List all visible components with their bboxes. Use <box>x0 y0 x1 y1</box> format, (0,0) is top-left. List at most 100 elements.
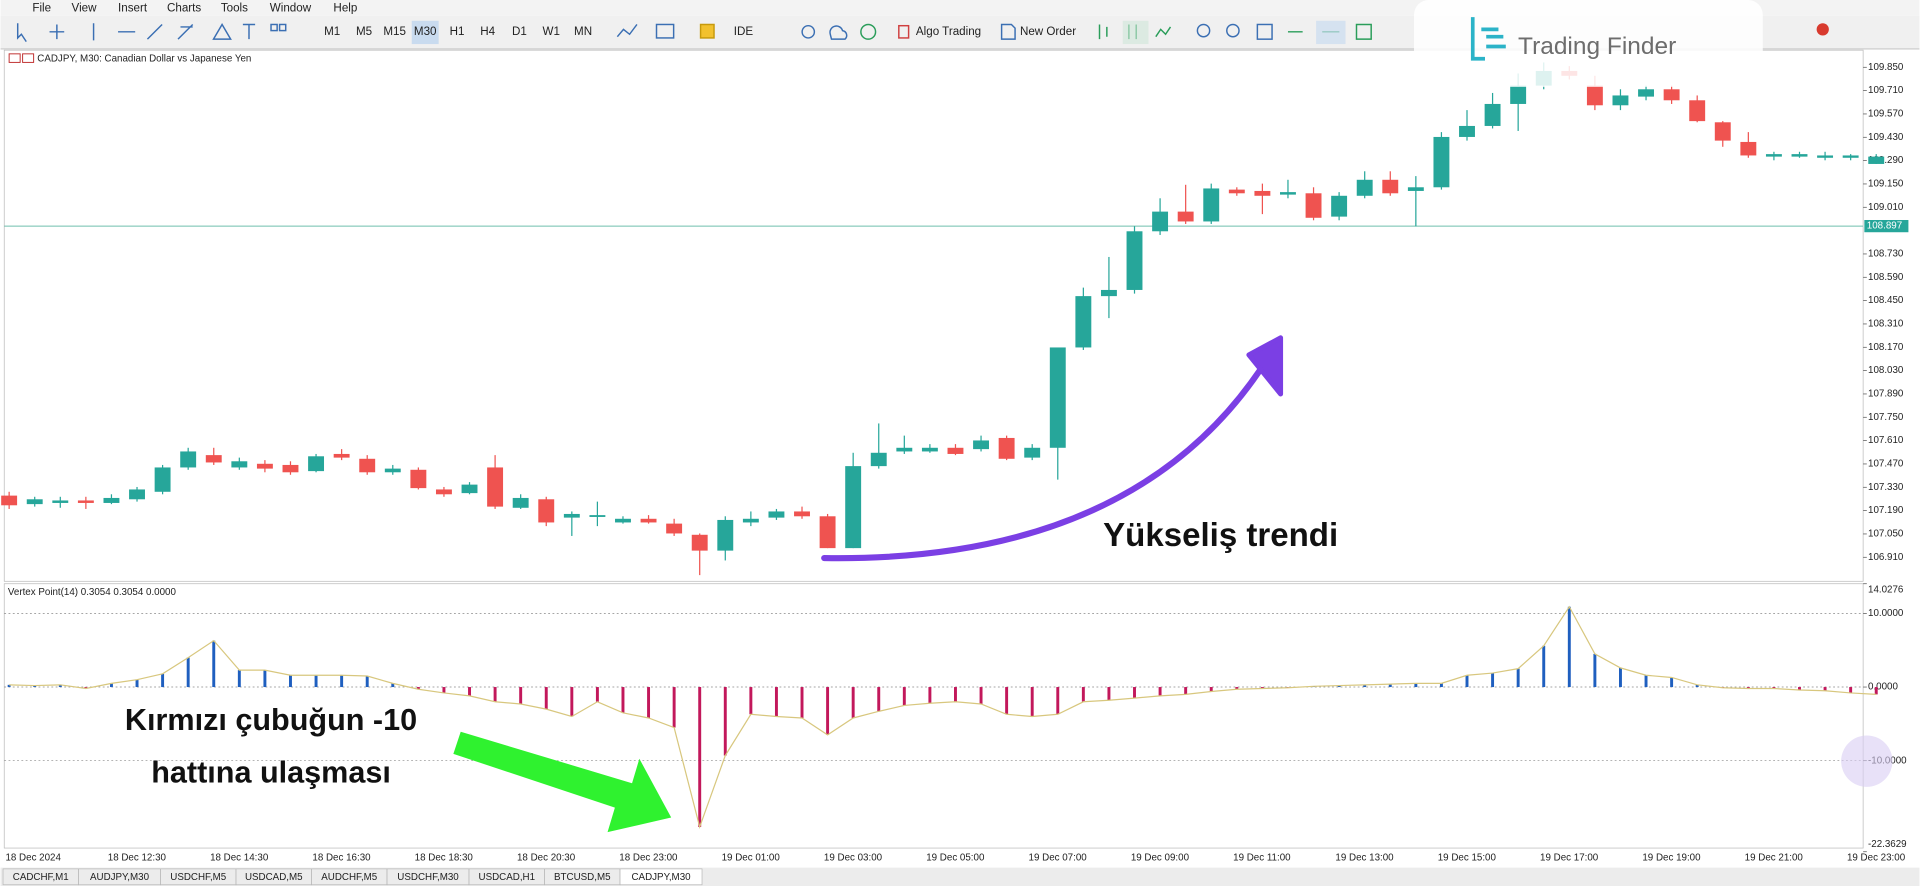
chart-header: CADJPY, M30: Canadian Dollar vs Japanese… <box>37 53 251 64</box>
candle-body <box>308 456 325 472</box>
new-order-button[interactable]: New Order <box>1020 25 1076 38</box>
menu-item[interactable]: Charts <box>167 2 201 15</box>
candle-body <box>1612 95 1629 106</box>
candle-body <box>1356 179 1373 196</box>
candle-body <box>1382 179 1399 194</box>
x-tick-label: 19 Dec 05:00 <box>926 852 985 863</box>
menu-item[interactable]: File <box>32 2 51 15</box>
candle-body <box>1407 187 1424 191</box>
candle-body <box>538 499 555 523</box>
tab-label[interactable]: USDCAD,H1 <box>479 872 536 883</box>
timeframe-button[interactable]: H4 <box>480 25 495 38</box>
menu-item[interactable]: View <box>72 2 98 15</box>
watermark-logo <box>1470 17 1506 61</box>
timeframe-button[interactable]: H1 <box>450 25 465 38</box>
tab-label[interactable]: AUDJPY,M30 <box>90 872 150 883</box>
candle-body <box>1254 190 1271 196</box>
candle-body <box>205 455 222 463</box>
menu-item[interactable]: Tools <box>221 2 248 15</box>
signal-arrow <box>453 731 672 833</box>
y-tick-label: 107.750 <box>1868 412 1904 423</box>
menu-item[interactable]: Window <box>270 2 312 15</box>
y-tick-label: 107.890 <box>1868 389 1904 400</box>
tab-label[interactable]: USDCAD,M5 <box>245 872 303 883</box>
y-tick-label: 109.710 <box>1868 85 1904 96</box>
indicator-icon <box>699 23 715 39</box>
indicator-title: Vertex Point(14) 0.3054 0.3054 0.0000 <box>8 587 177 598</box>
candle-body <box>1638 89 1654 97</box>
candle-body <box>1484 103 1501 126</box>
chart-icon <box>22 53 35 63</box>
candle-body <box>1842 155 1859 158</box>
candle-body <box>845 466 862 549</box>
candle-body <box>615 518 631 523</box>
vps-icon <box>829 25 848 40</box>
notification-badge <box>1816 23 1829 36</box>
tab[interactable] <box>619 868 703 886</box>
timeframe-button[interactable]: D1 <box>512 25 527 38</box>
candle-body <box>947 447 964 454</box>
candle-body <box>282 464 299 473</box>
trend-arrowhead <box>1246 335 1284 397</box>
menu-item[interactable]: Help <box>333 2 357 15</box>
watermark-text: Trading Finder <box>1518 33 1676 60</box>
candle-body <box>1024 447 1041 458</box>
x-tick-label: 18 Dec 23:00 <box>619 852 678 863</box>
zoom-out-icon <box>1226 23 1240 38</box>
tab-label[interactable]: CADJPY,M30 <box>631 872 691 883</box>
y-tick-label: 0.0000 <box>1868 682 1898 693</box>
candle-body <box>819 516 836 549</box>
tab-label[interactable]: CADCHF,M1 <box>13 872 69 883</box>
cursor-icon <box>16 23 27 43</box>
candle-body <box>794 511 810 517</box>
indicator-line <box>9 605 1877 830</box>
plot: 109.850 109.710 109.570 109.430 109.290 109.1… <box>1 62 1909 863</box>
tile-icon <box>1256 23 1273 40</box>
market-icon <box>860 23 877 40</box>
timeframe-button[interactable]: M30 <box>414 25 437 38</box>
candle-body <box>435 489 452 495</box>
timeframe-button[interactable]: M5 <box>356 25 372 38</box>
timeframe-button[interactable]: W1 <box>543 25 560 38</box>
candle-body <box>1868 156 1885 164</box>
y-tick-label: 10.0000 <box>1868 608 1904 619</box>
active-timeframe <box>411 20 439 45</box>
timeframe-button[interactable]: M15 <box>383 25 406 38</box>
menu-item[interactable]: Insert <box>118 2 148 15</box>
algo-trading-button[interactable]: Algo Trading <box>916 25 981 38</box>
candle-body <box>1714 122 1731 141</box>
candle-body <box>896 447 913 452</box>
candle-body <box>359 458 376 473</box>
active-shift <box>1316 20 1346 45</box>
candle-body <box>1331 195 1348 217</box>
candle-body <box>998 437 1015 459</box>
candle-body <box>870 452 887 467</box>
tab-label[interactable]: USDCHF,M5 <box>170 872 227 883</box>
candle-body <box>691 534 708 551</box>
ide-button[interactable]: IDE <box>734 25 754 38</box>
trend-label: Yükseliş trendi <box>1103 517 1338 554</box>
x-tick-label: 18 Dec 18:30 <box>415 852 474 863</box>
candle-body <box>26 499 43 505</box>
candle-body <box>1280 192 1296 195</box>
y-tick-label: 109.010 <box>1868 202 1904 213</box>
x-tick-label: 18 Dec 16:30 <box>312 852 371 863</box>
timeframe-button[interactable]: MN <box>574 25 592 38</box>
candle-body <box>768 511 785 518</box>
candle-body <box>410 469 427 489</box>
y-tick-label: 106.910 <box>1868 552 1904 563</box>
x-tick-label: 19 Dec 19:00 <box>1642 852 1701 863</box>
candle-body <box>1126 231 1143 290</box>
x-tick-label: 19 Dec 13:00 <box>1335 852 1394 863</box>
signals-icon <box>801 24 816 39</box>
candle-body <box>921 447 938 452</box>
candle-body <box>1817 155 1834 158</box>
candle-body <box>384 468 401 473</box>
tab-label[interactable]: USDCHF,M30 <box>397 872 459 883</box>
tab-label[interactable]: AUDCHF,M5 <box>321 872 378 883</box>
candle-body <box>461 484 478 494</box>
timeframe-button[interactable]: M1 <box>324 25 340 38</box>
current-price-label: 108.897 <box>1867 221 1902 232</box>
tab-label[interactable]: BTCUSD,M5 <box>554 872 611 883</box>
